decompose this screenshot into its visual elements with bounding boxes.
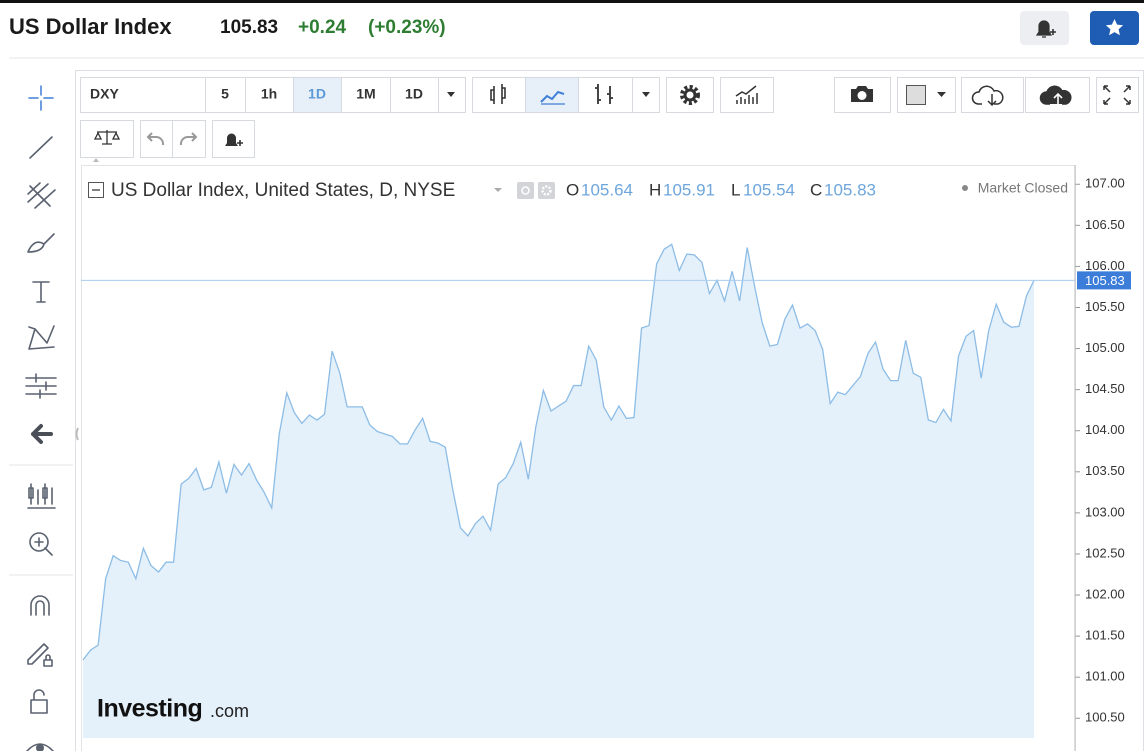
close-value: 105.83 — [824, 180, 876, 199]
x-tick-label: Mar — [419, 749, 443, 751]
unlock-tool[interactable] — [30, 689, 48, 714]
y-tick-label: 106.50 — [1085, 217, 1125, 232]
settings-button[interactable] — [666, 77, 714, 113]
zoom-tool[interactable] — [29, 532, 49, 552]
bars-button[interactable] — [578, 77, 633, 113]
symbol-box[interactable] — [80, 77, 206, 113]
indicator-tool[interactable] — [27, 483, 56, 509]
symbol: DXY — [90, 86, 119, 102]
x-tick-label: 2024 — [84, 749, 115, 751]
panel-handle[interactable] — [75, 427, 79, 441]
interval-label: 1D — [405, 86, 423, 102]
y-tick-label: 107.00 — [1085, 176, 1125, 191]
interval-label: 1D — [308, 86, 326, 102]
crosshair-tool[interactable] — [28, 85, 54, 111]
y-tick-label: 103.50 — [1085, 463, 1125, 478]
settings-toggle[interactable] — [538, 182, 555, 199]
y-tick-label: 103.00 — [1085, 504, 1125, 519]
high-key: H — [649, 180, 661, 199]
low-key: L — [731, 180, 740, 199]
low-value: 105.54 — [743, 180, 795, 199]
close-key: C — [810, 180, 822, 199]
interval-button[interactable] — [205, 77, 246, 113]
drawing-sidebar — [9, 85, 73, 751]
y-tick-label: 104.00 — [1085, 422, 1125, 437]
market-status: Market Closed — [978, 180, 1068, 196]
y-tick-label: 101.50 — [1085, 628, 1125, 643]
magnet-tool[interactable] — [30, 595, 50, 616]
fullscreen-button[interactable] — [1096, 77, 1139, 113]
indicators-button[interactable] — [720, 77, 774, 113]
text-tool[interactable] — [32, 281, 50, 303]
area-fill — [83, 244, 1034, 739]
caret — [447, 92, 455, 97]
watermark-suffix: .com — [210, 701, 249, 721]
legend-title: US Dollar Index, United States, D, NYSE — [111, 180, 455, 201]
toolbar: DXY 5 1h 1D 1M 1D — [80, 77, 1139, 162]
watermark-brand: Investing — [97, 695, 202, 723]
y-tick-label: 105.00 — [1085, 340, 1125, 355]
lock-drawings-tool[interactable] — [27, 643, 53, 667]
line-button[interactable] — [525, 77, 579, 113]
x-tick-label: 20 — [1017, 749, 1033, 751]
x-tick-label: Jun — [918, 749, 941, 751]
top-bar — [0, 0, 1144, 3]
interval-label: 5 — [221, 86, 229, 102]
plot — [82, 243, 1035, 739]
x-tick-label: Apr — [578, 749, 600, 751]
price: 105.83 — [220, 17, 278, 38]
candles-button[interactable] — [472, 77, 526, 113]
brush-tool[interactable] — [27, 233, 55, 253]
y-tick-label: 102.50 — [1085, 545, 1125, 560]
visibility-toggle[interactable] — [517, 182, 534, 199]
last-price-label: 105.83 — [1085, 273, 1125, 288]
redo-button[interactable] — [172, 120, 206, 158]
open-value: 105.64 — [581, 180, 633, 199]
y-tick-label: 105.50 — [1085, 299, 1125, 314]
y-tick-label: 102.00 — [1085, 586, 1125, 601]
interval-label: 1M — [356, 86, 375, 102]
interval-button[interactable] — [293, 77, 342, 113]
interval-button[interactable] — [390, 77, 439, 113]
chart-legend: US Dollar Index, United States, D, NYSE … — [88, 180, 1068, 201]
last-price-tag — [1077, 271, 1131, 290]
alert-button[interactable] — [1020, 11, 1069, 45]
watchlist-button[interactable] — [1090, 11, 1139, 45]
trend-line-tool[interactable] — [29, 136, 53, 159]
pattern-tool[interactable] — [28, 325, 55, 350]
price-line — [82, 243, 1035, 661]
interval-button[interactable] — [341, 77, 391, 113]
fib-tool[interactable] — [27, 182, 56, 209]
change: +0.24 — [298, 17, 347, 38]
y-tick-label: 100.50 — [1085, 710, 1125, 725]
measure-tool[interactable] — [25, 373, 57, 399]
instrument-title: US Dollar Index — [9, 14, 172, 39]
high-value: 105.91 — [663, 180, 715, 199]
open-key: O — [566, 180, 579, 199]
undo-button[interactable] — [140, 120, 173, 158]
x-tick-label: Feb — [260, 749, 284, 751]
change-percent: (+0.23%) — [368, 17, 446, 38]
hide-panel-arrow[interactable] — [31, 424, 53, 444]
interval-button[interactable] — [245, 77, 294, 113]
y-tick-label: 104.50 — [1085, 381, 1125, 396]
y-tick-label: 106.00 — [1085, 258, 1125, 273]
interval-label: 1h — [261, 86, 277, 102]
y-tick-label: 101.00 — [1085, 669, 1125, 684]
x-tick-label: May — [742, 749, 768, 751]
